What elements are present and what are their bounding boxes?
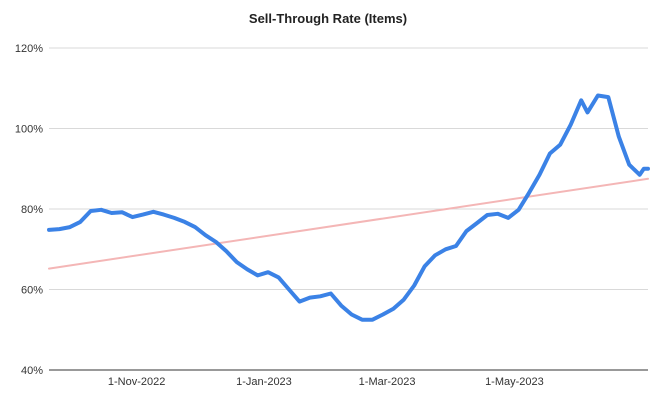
x-tick-label: 1-Nov-2022 bbox=[108, 376, 165, 388]
y-tick-label: 80% bbox=[21, 204, 43, 216]
y-tick-label: 60% bbox=[21, 285, 43, 297]
x-axis-labels: 1-Nov-2022 1-Jan-2023 1-Mar-2023 1-May-2023 bbox=[108, 376, 544, 388]
series-line bbox=[47, 93, 650, 322]
y-tick-label: 120% bbox=[15, 43, 43, 55]
chart-title: Sell-Through Rate (Items) bbox=[248, 11, 408, 26]
gridlines bbox=[49, 47, 648, 371]
x-tick-label: 1-Jan-2023 bbox=[236, 376, 292, 388]
series-layer bbox=[47, 93, 650, 322]
x-tick-label: 1-May-2023 bbox=[485, 376, 544, 388]
y-tick-label: 100% bbox=[15, 124, 43, 136]
trendline bbox=[48, 177, 649, 270]
y-axis-labels: 40% 60% 80% 100% 120% bbox=[15, 43, 43, 377]
y-tick-label: 40% bbox=[21, 365, 43, 377]
x-tick-label: 1-Mar-2023 bbox=[359, 376, 416, 388]
